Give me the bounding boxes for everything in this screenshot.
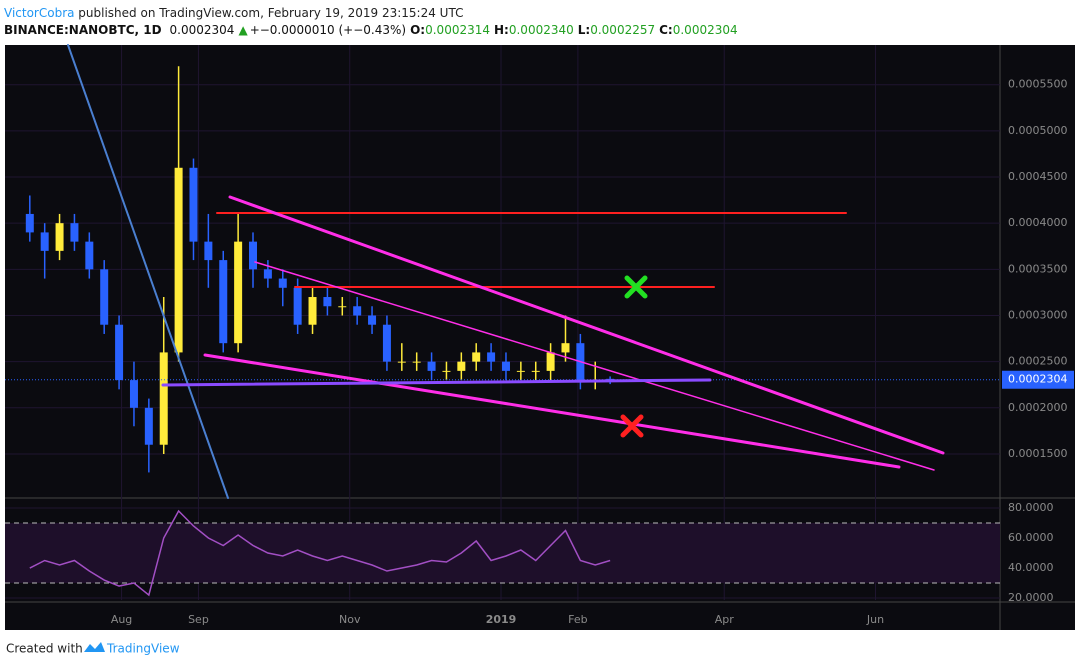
candle-body [353,306,362,316]
y-tick-label: 40.0000 [1008,561,1054,574]
trend-line [67,44,229,499]
ohlc-label: L: [578,23,590,37]
candle-body [70,223,79,242]
candle-body [40,232,49,251]
candle-body [100,269,109,325]
candle-body [189,167,198,242]
support-line [161,378,712,387]
candle-body [338,306,347,308]
rsi-band [5,522,1000,584]
change: +−0.0000010 (+−0.43%) [250,23,406,37]
x-tick-label: Apr [715,613,735,626]
marks [5,66,1000,597]
ohlc-label: O: [410,23,425,37]
candle-body [115,324,124,381]
footer-brand[interactable]: TradingView [106,642,180,656]
grid [5,45,1000,600]
last-price-label: 0.0002304 [1008,373,1068,386]
published: published on TradingView.com, February 1… [74,6,463,20]
candle-body [412,361,421,363]
y-tick-label: 0.0004500 [1008,170,1068,183]
y-tick-label: 80.0000 [1008,501,1054,514]
candle-body [219,260,228,344]
wedge-line [203,353,901,469]
candle-body [531,370,540,372]
candle-body [293,287,302,325]
footer-created: Created with [6,642,83,656]
candle-body [263,269,272,279]
y-tick-label: 0.0001500 [1008,447,1068,460]
x-tick-label: Aug [111,613,132,626]
y-tick-label: 0.0002000 [1008,401,1068,414]
x-tick-label: Nov [339,613,361,626]
candle-body [397,361,406,363]
candle-body [516,370,525,372]
candle-body [323,297,332,307]
candle-body [55,223,64,251]
candle-body [427,361,436,371]
x-mark [620,414,644,438]
x-tick-label: Jun [866,613,884,626]
candle-body [606,378,615,380]
candle-body [249,241,258,270]
candle-body [234,241,243,344]
candle-body [174,167,183,353]
candle-body [546,352,555,371]
y-tick-label: 0.0005500 [1008,78,1068,91]
candle-body [368,315,377,325]
candle-body [501,361,510,371]
candle-body [85,241,94,270]
x-mark [624,275,648,299]
x-tick-label: Sep [188,613,209,626]
candle-body [457,361,466,371]
candle-body [25,213,34,233]
candle-body [278,278,287,288]
ohlc-value: 0.0002257 [590,23,655,37]
y-tick-label: 0.0004000 [1008,216,1068,229]
candle-body [382,324,391,362]
candle-body [487,352,496,362]
last-price-box [1002,370,1074,389]
ohlc-label: C: [659,23,673,37]
x-tick-label: Feb [568,613,587,626]
y-tick-label: 0.0003500 [1008,262,1068,275]
y-tick-label: 20.0000 [1008,591,1054,604]
labels: 0.0001500 0.0002000 0.0002500 0.0003000 0.00… [111,78,1074,626]
candle-body [472,352,481,362]
price: 0.0002304 [170,23,235,37]
candle-body [308,297,317,325]
x-tick-label: 2019 [486,613,517,626]
candle-body [144,407,153,445]
candle-body [561,343,570,353]
candle-body [442,370,451,372]
rsi-line [29,509,611,597]
arrow: ▲ [238,23,248,37]
candle-body [159,352,168,445]
symbol-line: BINANCE:NANOBTC, 1D 0.0002304 ▲ +−0.0000010… [4,23,738,37]
candle-body [204,241,213,261]
header-line: VictorCobra published on TradingView.com… [4,6,463,20]
y-tick-label: 0.0002500 [1008,355,1068,368]
ohlc-label: H: [494,23,509,37]
ohlc-value: 0.0002340 [509,23,574,37]
y-tick-label: 0.0005000 [1008,124,1068,137]
wedge-line [228,195,945,455]
chart-background [5,45,1075,603]
ohlc-value: 0.0002304 [673,23,738,37]
drawings [67,44,945,499]
ohlc-value: 0.0002314 [425,23,490,37]
y-tick-label: 60.0000 [1008,531,1054,544]
brand-logo [84,642,105,652]
author: VictorCobra [4,6,74,20]
y-tick-label: 0.0003000 [1008,308,1068,321]
wedge-line [254,261,935,471]
time-axis-background [5,603,1075,630]
symbol: BINANCE:NANOBTC, 1D [4,23,162,37]
candle-body [129,380,138,408]
